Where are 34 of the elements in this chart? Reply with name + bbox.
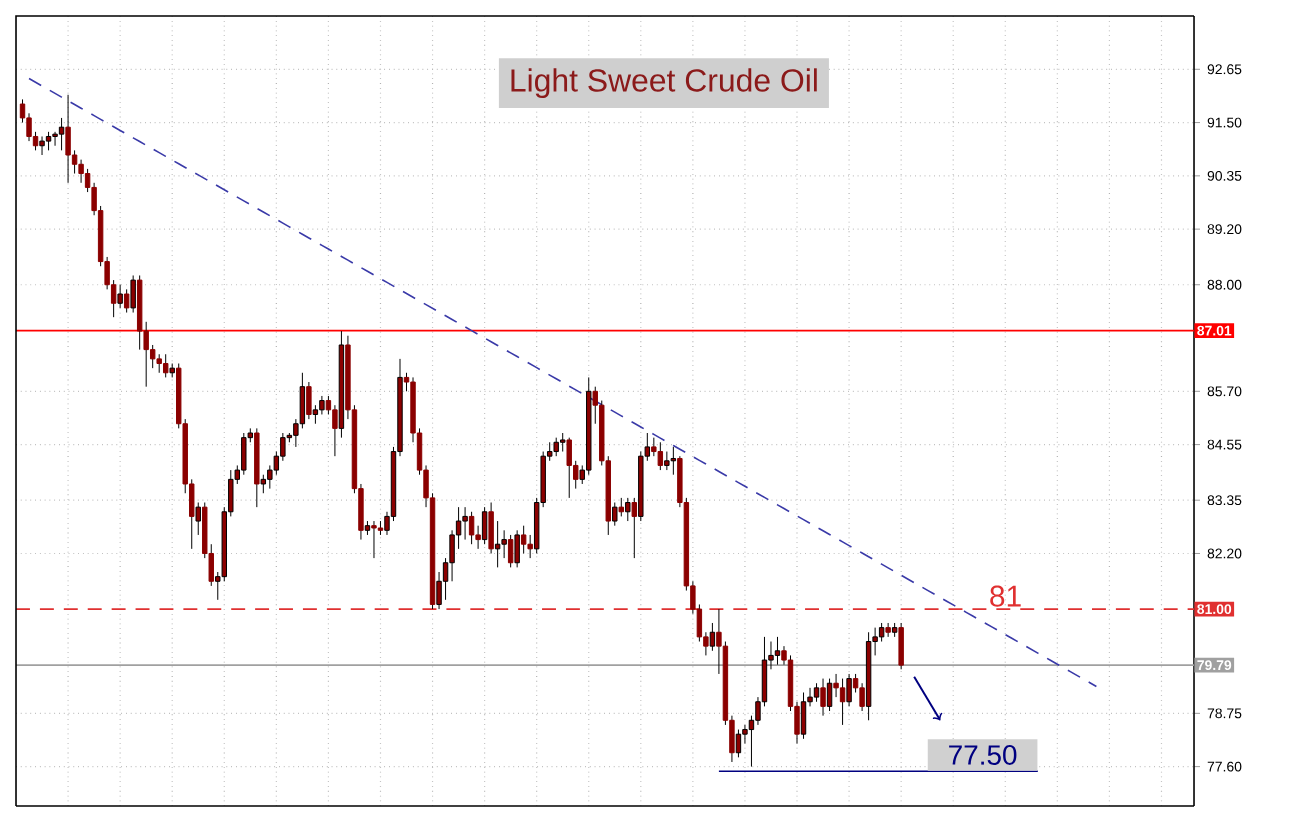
- candlestick: [826, 678, 833, 712]
- candlestick: [553, 437, 559, 457]
- candlestick: [820, 678, 826, 717]
- candlestick: [117, 284, 123, 309]
- candlestick: [156, 353, 162, 374]
- candlestick: [241, 432, 247, 476]
- annotation: 77.50: [949, 745, 1017, 765]
- candlestick: [618, 497, 624, 517]
- candlestick: [306, 381, 312, 420]
- candlestick: [625, 497, 631, 522]
- candlestick: [45, 131, 52, 151]
- candlestick: [58, 117, 65, 151]
- candlestick: [657, 441, 664, 471]
- candlestick: [664, 451, 670, 471]
- candlestick: [839, 678, 846, 726]
- candlestick: [501, 529, 507, 559]
- candlestick: [885, 622, 891, 638]
- candlestick: [39, 135, 45, 156]
- candlestick: [800, 691, 807, 740]
- candlestick: [462, 506, 468, 541]
- candlestick: [566, 437, 572, 499]
- candlestick: [514, 529, 520, 568]
- candlestick: [65, 94, 71, 184]
- candlestick: [774, 636, 781, 666]
- candlestick: [468, 511, 475, 545]
- candlestick: [371, 520, 377, 559]
- candlestick: [898, 622, 904, 670]
- candlestick: [162, 353, 169, 378]
- candlestick: [709, 622, 716, 652]
- candlestick: [507, 534, 514, 568]
- candlestick: [813, 682, 820, 703]
- annotation: 81: [990, 585, 1021, 607]
- candlestick: [481, 506, 488, 545]
- text: Light Sweet Crude Oil: [511, 68, 817, 99]
